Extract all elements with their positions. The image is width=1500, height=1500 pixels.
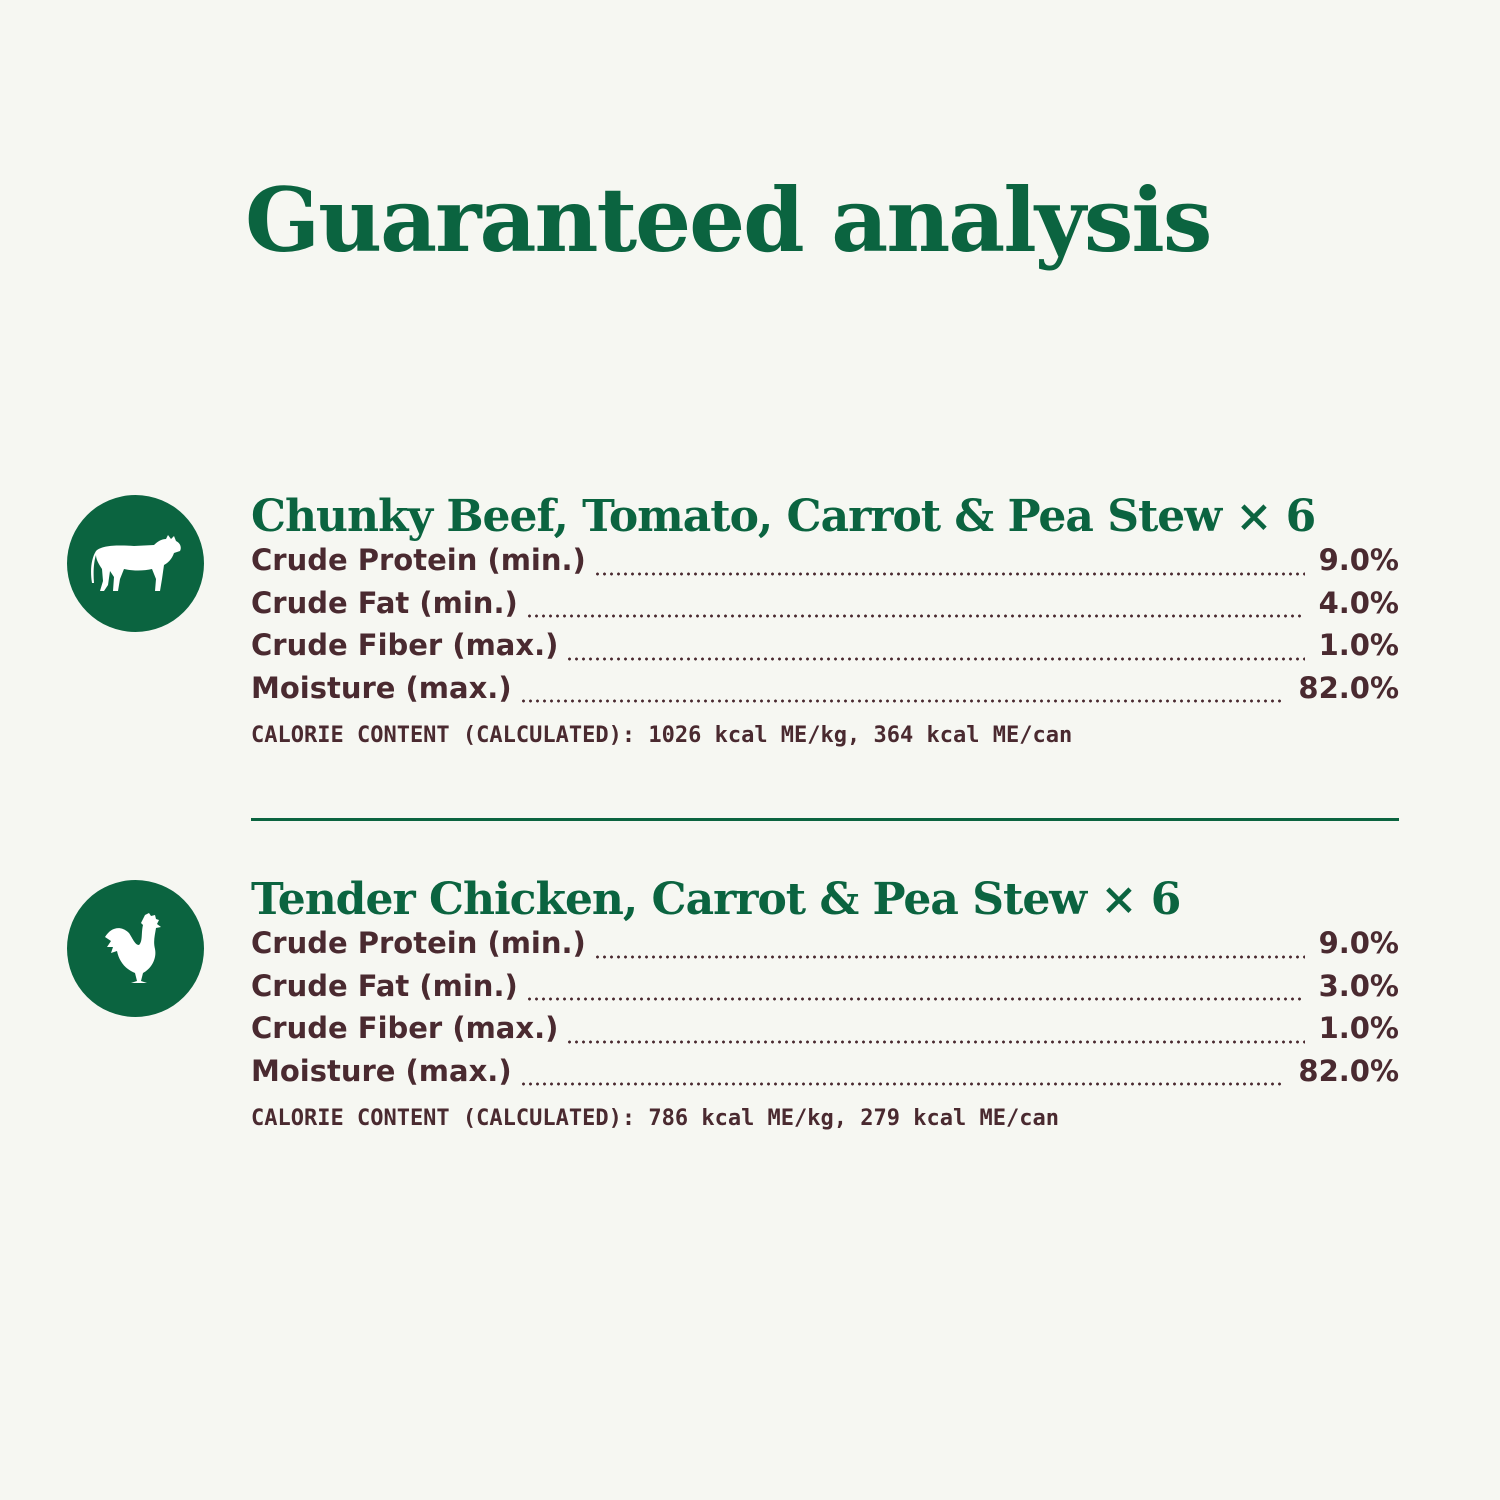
product-title: Chunky Beef, Tomato, Carrot & Pea Stew ×…	[251, 491, 1316, 542]
analysis-row: Crude Fiber (max.) 1.0%	[251, 628, 1399, 671]
dot-leader	[525, 614, 1305, 618]
analysis-row: Crude Protein (min.) 9.0%	[251, 926, 1399, 969]
row-label: Crude Protein (min.)	[251, 926, 586, 960]
dot-leader	[566, 656, 1305, 661]
row-value: 82.0%	[1298, 1053, 1399, 1088]
dot-leader	[593, 954, 1305, 959]
row-value: 1.0%	[1318, 628, 1399, 662]
row-label: Moisture (max.)	[251, 1053, 512, 1088]
row-label: Crude Fiber (max.)	[251, 628, 559, 662]
row-value: 3.0%	[1318, 968, 1399, 1003]
dot-leader	[525, 997, 1305, 1001]
dot-leader	[593, 571, 1305, 576]
row-label: Crude Fat (min.)	[251, 968, 518, 1003]
page-title: Guaranteed analysis	[245, 168, 1212, 272]
dot-leader	[566, 1039, 1305, 1044]
row-value: 9.0%	[1318, 926, 1399, 960]
analysis-row: Crude Protein (min.) 9.0%	[251, 543, 1399, 586]
analysis-row: Moisture (max.) 82.0%	[251, 1054, 1399, 1097]
analysis-row: Crude Fat (min.) 3.0%	[251, 969, 1399, 1012]
row-value: 1.0%	[1318, 1011, 1399, 1045]
calorie-content: CALORIE CONTENT (CALCULATED): 1026 kcal …	[251, 723, 1073, 748]
analysis-row: Crude Fiber (max.) 1.0%	[251, 1011, 1399, 1054]
calorie-content: CALORIE CONTENT (CALCULATED): 786 kcal M…	[251, 1106, 1059, 1131]
row-label: Moisture (max.)	[251, 670, 512, 705]
dot-leader	[519, 699, 1285, 703]
row-label: Crude Protein (min.)	[251, 543, 586, 577]
row-label: Crude Fiber (max.)	[251, 1011, 559, 1045]
rooster-icon	[67, 880, 204, 1017]
row-label: Crude Fat (min.)	[251, 585, 518, 620]
row-value: 82.0%	[1298, 670, 1399, 705]
analysis-row: Crude Fat (min.) 4.0%	[251, 586, 1399, 629]
dot-leader	[519, 1082, 1285, 1086]
product-title: Tender Chicken, Carrot & Pea Stew × 6	[251, 874, 1181, 925]
row-value: 4.0%	[1318, 585, 1399, 620]
analysis-row: Moisture (max.) 82.0%	[251, 671, 1399, 714]
divider	[251, 818, 1399, 821]
cow-icon	[67, 495, 204, 632]
row-value: 9.0%	[1318, 543, 1399, 577]
